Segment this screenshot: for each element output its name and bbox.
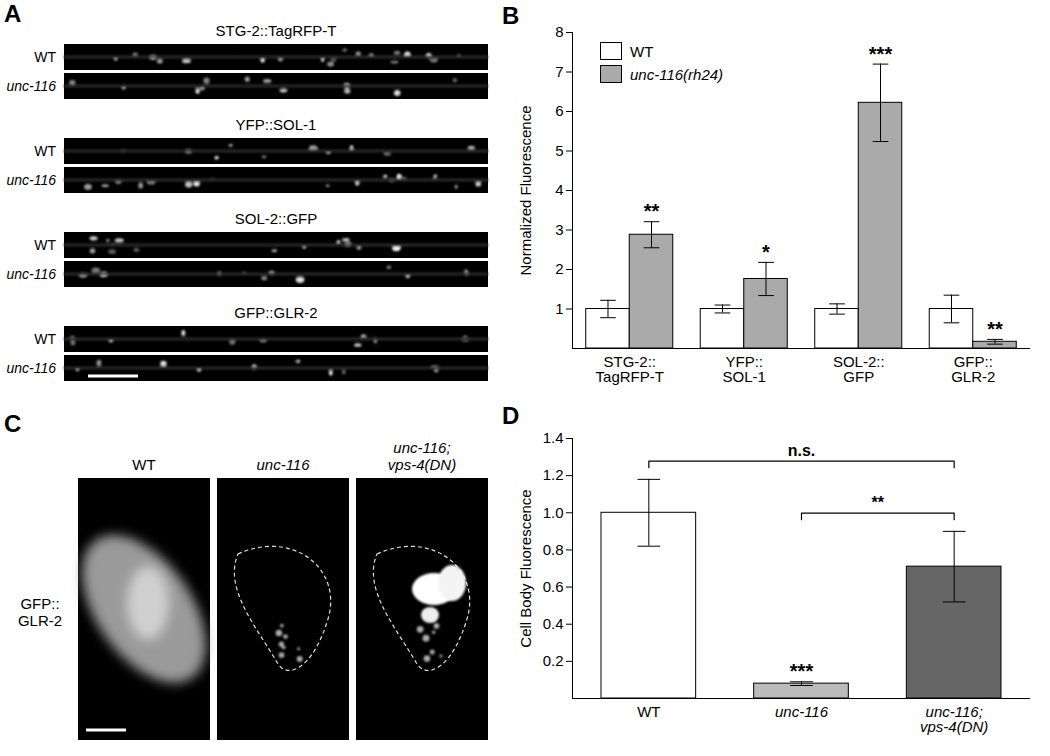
svg-text:0.4: 0.4 xyxy=(543,615,564,632)
svg-text:6: 6 xyxy=(555,102,563,119)
svg-text:8: 8 xyxy=(555,23,563,40)
svg-text:***: *** xyxy=(869,43,893,65)
svg-text:A: A xyxy=(4,0,21,27)
svg-text:SOL-2::GFP: SOL-2::GFP xyxy=(833,353,885,385)
svg-text:WT: WT xyxy=(637,703,660,720)
svg-text:unc-116: unc-116 xyxy=(6,172,56,188)
html-text:unc-116(rh24): unc-116(rh24) xyxy=(630,65,724,83)
svg-text:**: ** xyxy=(987,318,1003,340)
svg-text:Normalized Fluorescence: Normalized Fluorescence xyxy=(517,105,534,275)
html-text:WT: WT xyxy=(630,42,654,60)
svg-text:GFP::GLR-2: GFP::GLR-2 xyxy=(951,353,995,385)
svg-text:WT: WT xyxy=(34,49,56,65)
svg-text:STG-2::TagRFP-T: STG-2::TagRFP-T xyxy=(216,22,337,39)
svg-text:unc-116;vps-4(DN): unc-116;vps-4(DN) xyxy=(388,439,456,473)
svg-text:3: 3 xyxy=(555,221,563,238)
svg-text:WT: WT xyxy=(34,143,56,159)
svg-text:1.0: 1.0 xyxy=(543,504,564,521)
svg-text:unc-116: unc-116 xyxy=(6,266,56,282)
svg-text:***: *** xyxy=(790,660,814,682)
html-text:D: D xyxy=(502,402,520,429)
svg-text:YFP::SOL-1: YFP::SOL-1 xyxy=(723,353,766,385)
svg-text:n.s.: n.s. xyxy=(788,442,816,459)
svg-text:SOL-2::GFP: SOL-2::GFP xyxy=(235,210,318,227)
svg-text:GFP::GLR-2: GFP::GLR-2 xyxy=(18,595,62,629)
svg-text:5: 5 xyxy=(555,142,563,159)
svg-text:WT: WT xyxy=(34,331,56,347)
svg-text:1.2: 1.2 xyxy=(543,466,564,483)
svg-text:**: ** xyxy=(644,200,660,222)
svg-text:unc-116: unc-116 xyxy=(6,360,56,376)
html-text:B: B xyxy=(502,2,520,29)
svg-text:unc-116: unc-116 xyxy=(775,703,829,720)
svg-text:*: * xyxy=(762,241,770,263)
svg-text:STG-2::TagRFP-T: STG-2::TagRFP-T xyxy=(596,353,664,385)
svg-text:1: 1 xyxy=(555,300,563,317)
svg-text:GFP::GLR-2: GFP::GLR-2 xyxy=(234,304,317,321)
svg-text:7: 7 xyxy=(555,63,563,80)
svg-text:unc-116: unc-116 xyxy=(6,78,56,94)
svg-text:YFP::SOL-1: YFP::SOL-1 xyxy=(236,116,317,133)
svg-text:1.4: 1.4 xyxy=(543,429,564,446)
svg-text:0.6: 0.6 xyxy=(543,578,564,595)
svg-text:0.8: 0.8 xyxy=(543,541,564,558)
svg-text:unc-116;vps-4(DN): unc-116;vps-4(DN) xyxy=(920,703,988,735)
svg-text:C: C xyxy=(4,410,21,437)
svg-text:WT: WT xyxy=(34,237,56,253)
svg-text:unc-116: unc-116 xyxy=(256,456,310,473)
svg-text:**: ** xyxy=(872,494,885,511)
svg-text:2: 2 xyxy=(555,260,563,277)
svg-text:WT: WT xyxy=(132,456,155,473)
svg-text:4: 4 xyxy=(555,181,563,198)
svg-text:0.2: 0.2 xyxy=(543,652,564,669)
svg-text:Cell Body Fluorescence: Cell Body Fluorescence xyxy=(517,489,534,647)
